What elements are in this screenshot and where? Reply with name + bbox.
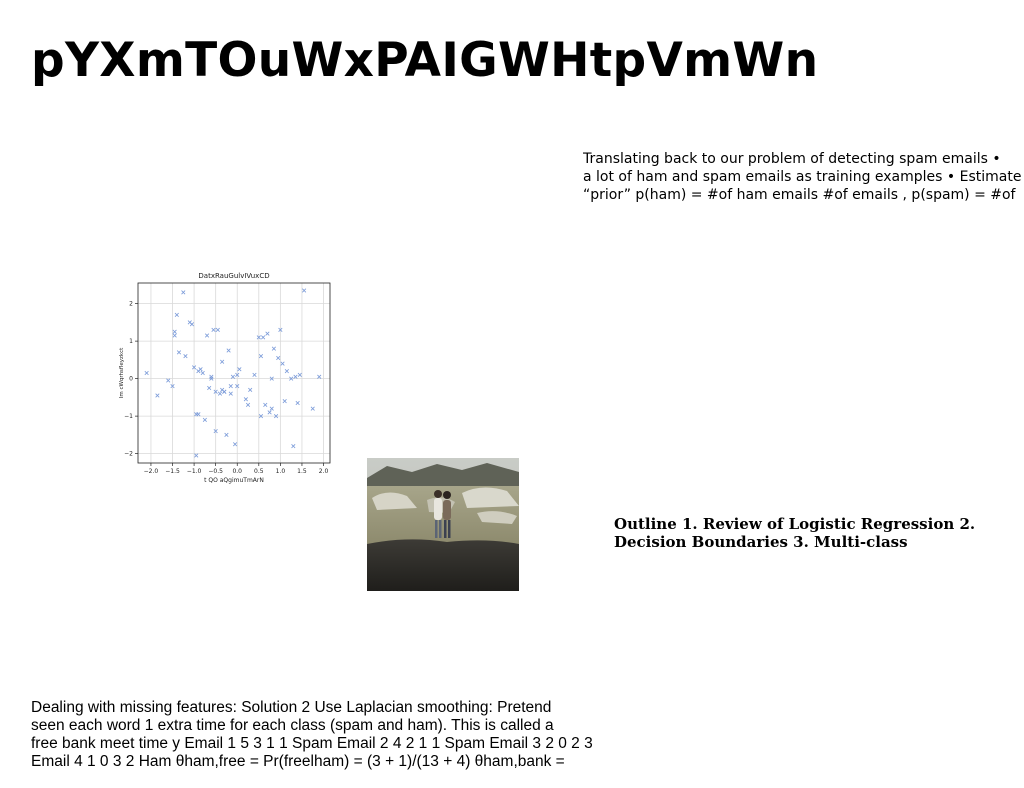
data-point <box>224 432 229 437</box>
data-point <box>174 312 179 317</box>
x-tick-label: −0.5 <box>208 468 223 475</box>
data-point <box>297 372 302 377</box>
data-point <box>302 288 307 293</box>
data-point <box>207 385 212 391</box>
data-point <box>289 376 294 381</box>
data-point <box>282 399 287 404</box>
data-point <box>265 331 270 336</box>
y-tick-label: 0 <box>129 376 133 383</box>
chart-title: DatxRauGulvIVuxCD <box>198 272 269 280</box>
data-point <box>196 412 201 417</box>
data-point <box>189 322 195 327</box>
data-point <box>204 333 210 338</box>
data-point <box>291 444 296 449</box>
paragraph-line: Translating back to our problem of detec… <box>583 151 1001 167</box>
y-tick-label: −2 <box>124 451 133 458</box>
data-point <box>273 414 279 419</box>
data-point <box>295 400 300 406</box>
data-point <box>166 378 171 383</box>
page-title: pYXmTOuWxPAIGWHtpVmWn <box>31 33 819 88</box>
data-point <box>269 406 274 411</box>
x-tick-label: 1.5 <box>297 468 307 475</box>
x-tick-label: 1.0 <box>276 468 286 475</box>
scatter-chart: −2.0 −1.5 −1.0 −0.5 0.0 0.5 1.0 1.5 2.0 −2 −1 0 1 2 Da… <box>115 268 340 490</box>
data-point <box>267 410 272 415</box>
x-tick-label: −2.0 <box>144 468 159 475</box>
data-point <box>293 374 298 379</box>
data-point <box>172 333 177 338</box>
data-point <box>248 387 253 392</box>
data-point <box>194 453 199 458</box>
data-point <box>245 402 251 407</box>
paragraph-line: “prior” p(ham) = #of ham emails #of emai… <box>583 187 1016 203</box>
data-point <box>226 348 231 353</box>
data-point <box>269 376 274 381</box>
data-point <box>172 329 177 334</box>
outline-line: Decision Boundaries 3. Multi-class <box>614 533 908 551</box>
data-point <box>209 374 214 379</box>
data-point <box>258 414 264 419</box>
data-point <box>256 335 261 340</box>
y-tick-label: 1 <box>129 338 133 345</box>
data-point <box>200 370 205 376</box>
data-point <box>170 384 175 389</box>
x-tick-label: −1.5 <box>165 468 180 475</box>
scatter-chart-svg: −2.0 −1.5 −1.0 −0.5 0.0 0.5 1.0 1.5 2.0 −2 −1 0 1 2 Da… <box>119 272 331 484</box>
data-point <box>228 391 233 396</box>
data-point <box>278 327 283 332</box>
outline-line: Outline 1. Review of Logistic Regression… <box>614 515 976 533</box>
data-point <box>276 355 281 361</box>
data-point <box>263 402 268 407</box>
data-point <box>317 374 322 379</box>
data-point <box>217 391 223 396</box>
paragraph-line: free bank meet time y Email 1 5 3 1 1 Sp… <box>31 735 593 752</box>
data-point <box>261 335 266 340</box>
data-point <box>232 442 238 447</box>
data-point <box>230 374 236 379</box>
spam-prior-paragraph: Translating back to our problem of detec… <box>583 150 1024 204</box>
data-point <box>228 384 233 389</box>
data-point <box>310 406 315 411</box>
data-point <box>235 384 240 389</box>
outline-text: Outline 1. Review of Logistic Regression… <box>614 515 1014 551</box>
data-point <box>181 290 186 295</box>
x-tick-label: 0.5 <box>254 468 264 475</box>
data-point <box>211 327 216 332</box>
y-axis-label: Im cWqrhsfleyzkct <box>119 347 125 398</box>
laplacian-smoothing-paragraph: Dealing with missing features: Solution … <box>31 699 621 771</box>
data-point <box>237 367 242 372</box>
x-axis-label: t QO aQgimuTmArN <box>204 477 264 484</box>
plot-frame <box>137 282 331 464</box>
data-point <box>183 354 188 359</box>
data-point <box>213 429 218 434</box>
data-point <box>176 350 182 355</box>
x-tick-label: 0.0 <box>232 468 242 475</box>
photo-couple-lakeside-icon <box>367 458 519 591</box>
data-point <box>198 367 203 372</box>
paragraph-line: Dealing with missing features: Solution … <box>31 699 552 716</box>
y-tick-label: −1 <box>124 413 133 420</box>
data-point <box>192 365 197 370</box>
data-point <box>144 370 149 376</box>
data-point <box>243 397 248 402</box>
data-point <box>213 389 218 394</box>
x-tick-label: 2.0 <box>319 468 329 475</box>
data-point <box>252 372 257 377</box>
data-point <box>258 354 264 359</box>
paragraph-line: Email 4 1 0 3 2 Ham θham,free = Pr(freel… <box>31 753 565 770</box>
data-point <box>202 417 207 422</box>
data-point <box>220 359 225 364</box>
y-tick-label: 2 <box>129 301 133 308</box>
data-point <box>280 361 285 366</box>
data-point <box>215 327 220 332</box>
data-point <box>155 393 160 398</box>
data-point <box>271 346 276 351</box>
couple-photo <box>367 458 519 591</box>
paragraph-line: a lot of ham and spam emails as training… <box>583 169 1022 185</box>
data-point <box>235 372 240 377</box>
x-tick-label: −1.0 <box>187 468 202 475</box>
paragraph-line: seen each word 1 extra time for each cla… <box>31 717 554 734</box>
data-point <box>222 389 227 394</box>
data-point <box>284 369 289 374</box>
